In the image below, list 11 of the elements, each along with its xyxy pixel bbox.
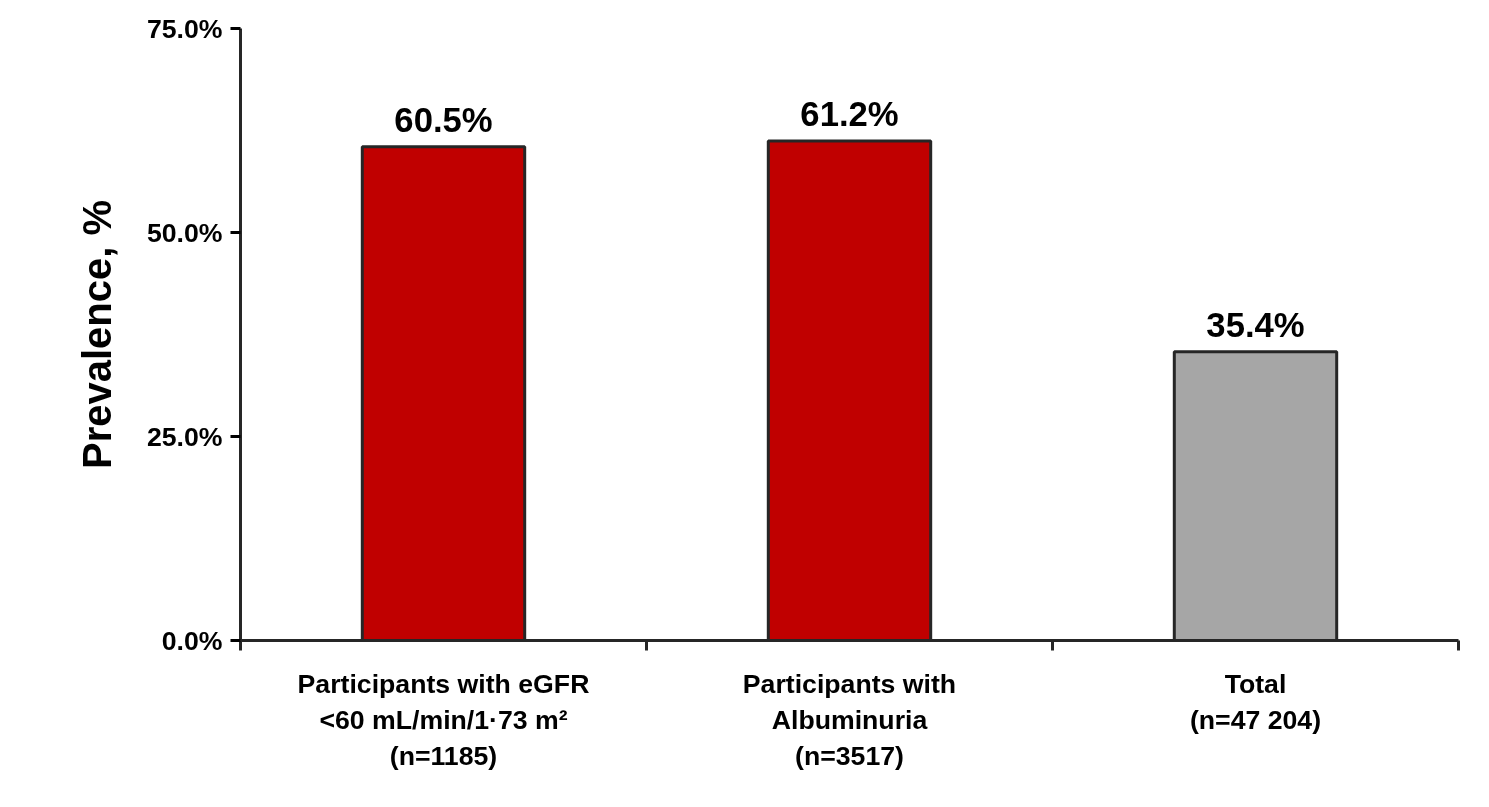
data-label: 35.4% [1206,305,1305,344]
x-tick-label: Participants with eGFR <60 mL/min/1·73 m² (n=1185) [297,668,590,771]
x-tick-label: Total (n=47 204) [1189,668,1322,735]
data-label: 61.2% [800,95,899,134]
y-tick-label: 0.0% [161,625,223,656]
y-tick-label: 50.0% [146,217,223,248]
x-tick-label: Participants with Albuminuria (n=3517) [742,668,957,771]
y-tick-label: 25.0% [146,421,223,452]
data-label: 60.5% [394,100,493,139]
y-axis-title: Prevalence, % [74,199,119,470]
y-tick-label: 75.0% [146,13,223,44]
